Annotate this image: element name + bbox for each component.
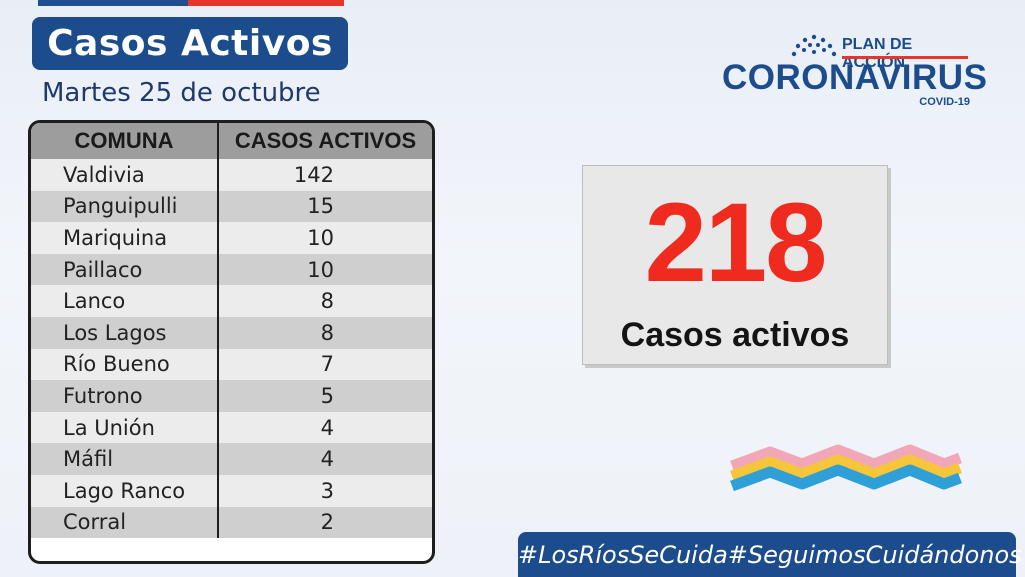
cases-table: COMUNA CASOS ACTIVOS Valdivia 142 Panguip… — [28, 120, 435, 564]
table-row: Panguipulli 15 — [31, 190, 432, 223]
column-header-casos: CASOS ACTIVOS — [218, 123, 432, 159]
table-row: Lanco 8 — [31, 285, 432, 317]
table-row: Mariquina 10 — [31, 222, 432, 254]
table-row: Paillaco 10 — [31, 253, 432, 286]
top-bar-red — [188, 0, 344, 6]
cell-casos: 10 — [218, 222, 432, 254]
cell-casos: 10 — [218, 253, 432, 286]
cell-casos: 4 — [218, 443, 432, 475]
cell-casos: 8 — [218, 316, 432, 349]
table-row: La Unión 4 — [31, 411, 432, 444]
cell-comuna: Panguipulli — [31, 190, 219, 223]
total-cases-value: 218 — [644, 180, 828, 305]
table-row: Lago Ranco 3 — [31, 474, 432, 507]
cell-casos: 7 — [218, 348, 432, 381]
cell-casos: 142 — [218, 159, 432, 191]
cell-comuna: Los Lagos — [31, 316, 219, 349]
table-row: Río Bueno 7 — [31, 348, 432, 381]
regional-wave-graphic — [730, 444, 962, 492]
cell-casos: 2 — [218, 506, 432, 539]
date-label: Martes 25 de octubre — [42, 78, 321, 108]
hashtag-bar: #LosRíosSeCuida #SeguimosCuidándonos — [518, 532, 1022, 577]
cell-comuna: Futrono — [31, 380, 219, 412]
hashtag-seguimos: #SeguimosCuidándonos — [727, 540, 1022, 569]
table-row: Máfil 4 — [31, 443, 432, 475]
table-row: Los Lagos 8 — [31, 316, 432, 349]
cell-comuna: Río Bueno — [31, 348, 219, 381]
cell-casos: 5 — [218, 380, 432, 412]
cell-comuna: Valdivia — [31, 159, 219, 191]
cell-comuna: Lanco — [31, 285, 219, 317]
logo-sub: COVID-19 — [919, 96, 970, 108]
page-title: Casos Activos — [47, 23, 333, 64]
hashtag-lr: #LosRíosSeCuida — [518, 540, 728, 569]
cell-comuna: Corral — [31, 506, 219, 539]
cell-casos: 15 — [218, 190, 432, 223]
table-row: Corral 2 — [31, 506, 432, 539]
table-row: Valdivia 142 — [31, 159, 432, 191]
cell-casos: 8 — [218, 285, 432, 317]
column-header-comuna: COMUNA — [31, 123, 219, 159]
cell-comuna: Paillaco — [31, 253, 219, 286]
logo-name: CORONAVIRUS — [722, 58, 988, 97]
cell-comuna: Lago Ranco — [31, 474, 219, 507]
table-row: Futrono 5 — [31, 380, 432, 412]
cell-casos: 3 — [218, 474, 432, 507]
cell-casos: 4 — [218, 411, 432, 444]
title-banner: Casos Activos — [32, 17, 348, 70]
coronavirus-logo: PLAN DE ACCIÓN CORONAVIRUS COVID-19 — [720, 34, 987, 112]
cell-comuna: Máfil — [31, 443, 219, 475]
logo-underline — [842, 56, 968, 59]
cell-comuna: Mariquina — [31, 222, 219, 254]
total-cases-card: 218 Casos activos — [582, 165, 888, 365]
table-header-row: COMUNA CASOS ACTIVOS — [31, 123, 432, 159]
top-color-bar — [38, 0, 344, 6]
cell-comuna: La Unión — [31, 411, 219, 444]
total-cases-label: Casos activos — [620, 316, 850, 354]
top-bar-blue — [38, 0, 188, 6]
virus-icon — [791, 34, 837, 57]
